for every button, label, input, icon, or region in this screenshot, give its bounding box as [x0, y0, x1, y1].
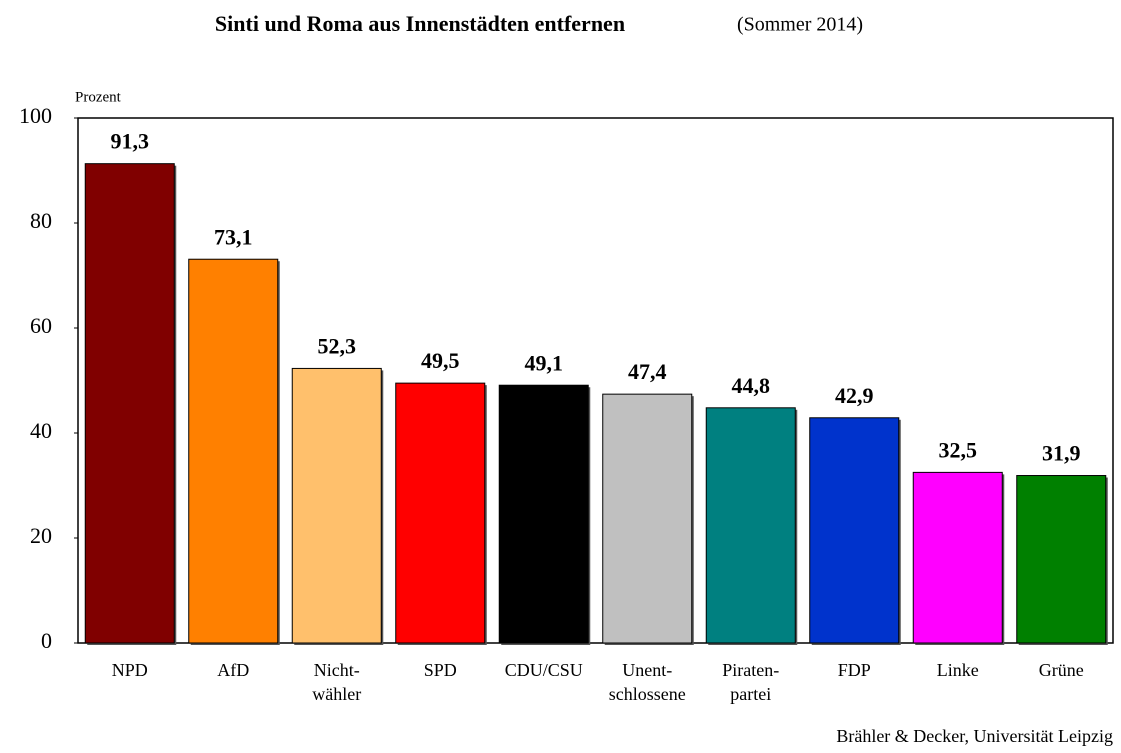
- bar: [912, 471, 1003, 644]
- source: Brähler & Decker, Universität Leipzig: [836, 726, 1113, 746]
- value-label: 31,9: [1042, 441, 1081, 466]
- plot-frame: [77, 117, 1114, 644]
- x-tick-label: Grüne: [1039, 660, 1084, 680]
- chart-subtitle: (Sommer 2014): [737, 14, 863, 36]
- y-tick-label: 60: [30, 313, 52, 338]
- chart-title: Sinti und Roma aus Innenstädten entferne…: [215, 11, 625, 36]
- x-tick-label: SPD: [424, 660, 457, 680]
- x-tick-label: FDP: [838, 660, 871, 680]
- bar: [291, 367, 382, 644]
- bar: [1016, 475, 1107, 644]
- y-tick-label: 100: [19, 103, 52, 128]
- x-tick-label: NPD: [112, 660, 148, 680]
- bar: [602, 393, 693, 644]
- x-tick-label: Linke: [937, 660, 979, 680]
- y-tick-label: 80: [30, 208, 52, 233]
- value-label: 91,3: [111, 129, 150, 154]
- value-label: 49,5: [421, 348, 460, 373]
- x-tick-label: Unent-schlossene: [609, 660, 686, 704]
- y-tick-label: 20: [30, 523, 52, 548]
- bar: [705, 407, 796, 644]
- x-tick-label: Nicht-wähler: [312, 660, 361, 704]
- value-label: 44,8: [732, 373, 771, 398]
- x-tick-label: Piraten-partei: [722, 660, 779, 704]
- y-axis-label: Prozent: [75, 89, 122, 105]
- bar: [498, 384, 589, 644]
- value-label: 42,9: [835, 383, 874, 408]
- bar: [809, 417, 900, 644]
- y-tick-label: 40: [30, 418, 52, 443]
- value-label: 47,4: [628, 359, 667, 384]
- bar: [395, 382, 486, 644]
- value-label: 52,3: [318, 333, 357, 358]
- value-label: 32,5: [939, 437, 978, 462]
- bar: [84, 163, 175, 644]
- x-tick-label: AfD: [217, 660, 249, 680]
- x-tick-label: CDU/CSU: [505, 660, 583, 680]
- value-label: 49,1: [525, 350, 564, 375]
- value-label: 73,1: [214, 224, 253, 249]
- bar: [188, 258, 279, 644]
- y-tick-label: 0: [41, 628, 52, 653]
